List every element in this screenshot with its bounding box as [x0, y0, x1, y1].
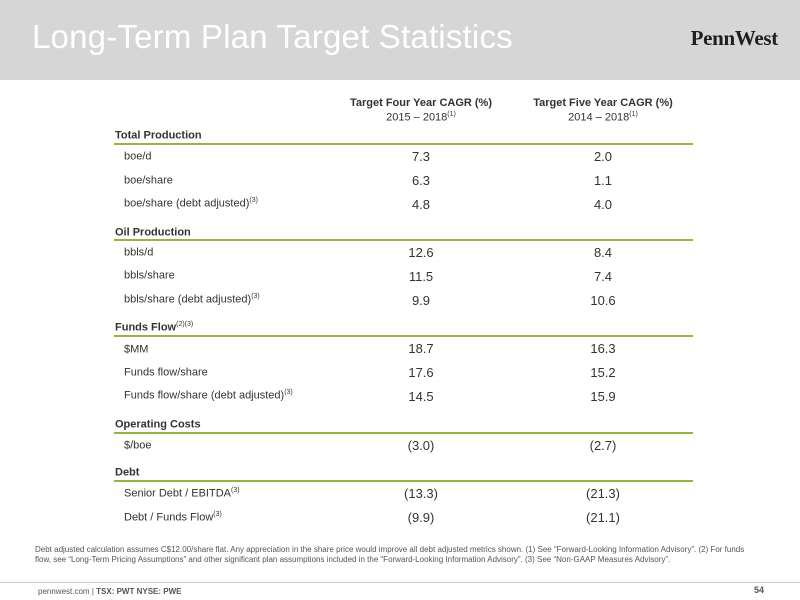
section-title-oil-production: Oil Production — [115, 226, 191, 239]
slide-header: Long-Term Plan Target Statistics PennWes… — [0, 0, 800, 80]
footnote-ref: (2)(3) — [176, 321, 194, 328]
row-label-text: Senior Debt / EBITDA — [124, 487, 231, 500]
row-label-text: boe/share (debt adjusted) — [124, 197, 250, 210]
section-title-total-production: Total Production — [115, 129, 202, 142]
four-year-value: 9.9 — [411, 293, 431, 308]
row-label-text: boe/d — [124, 150, 152, 163]
five-year-value: 10.6 — [590, 293, 616, 308]
four-year-value: 6.3 — [411, 173, 431, 188]
footer-info: pennwest.com | TSX: PWT NYSE: PWE — [38, 587, 181, 596]
page-number: 54 — [753, 585, 764, 595]
column-heading: Target Five Year CAGR (%) — [533, 97, 673, 109]
section-title-operating-costs: Operating Costs — [115, 418, 201, 431]
column-period: 2014 – 2018(1) — [508, 111, 698, 124]
section-title-text: Operating Costs — [115, 418, 201, 431]
footnote-ref: (1) — [629, 111, 638, 118]
footnote-ref: (3) — [213, 511, 222, 518]
footnote-text: Debt adjusted calculation assumes C$12.0… — [35, 545, 745, 564]
four-year-value: 14.5 — [408, 389, 434, 404]
row-label: $MM — [124, 343, 148, 356]
five-year-value: 8.4 — [593, 245, 613, 260]
row-label: boe/d — [124, 150, 152, 163]
five-year-value: 1.1 — [593, 173, 613, 188]
section-title-debt: Debt — [115, 466, 139, 479]
row-label-text: bbls/share (debt adjusted) — [124, 293, 252, 306]
column-header-four-year: Target Four Year CAGR (%) 2015 – 2018(1) — [326, 97, 516, 124]
row-label: bbls/share (debt adjusted)(3) — [124, 293, 260, 306]
row-label-text: Funds flow/share (debt adjusted) — [124, 389, 285, 402]
row-label: bbls/share — [124, 269, 175, 282]
five-year-value: 2.0 — [593, 149, 613, 164]
section-title-text: Oil Production — [115, 226, 191, 239]
row-label: Debt / Funds Flow(3) — [124, 511, 222, 524]
footer-separator: | — [91, 587, 97, 596]
section-divider — [114, 432, 693, 434]
footer-divider — [0, 582, 800, 583]
section-divider — [114, 239, 693, 241]
section-divider — [114, 480, 693, 482]
column-heading: Target Four Year CAGR (%) — [349, 97, 492, 109]
four-year-value: 11.5 — [408, 269, 434, 284]
section-divider — [114, 335, 693, 337]
four-year-value: (3.0) — [407, 438, 435, 453]
row-label-text: Funds flow/share — [124, 366, 208, 379]
five-year-value: 16.3 — [590, 341, 616, 356]
four-year-value: 12.6 — [408, 245, 434, 260]
four-year-value: 18.7 — [408, 341, 434, 356]
row-label: Funds flow/share (debt adjusted)(3) — [124, 389, 293, 402]
four-year-value: 17.6 — [408, 365, 434, 380]
four-year-value: 7.3 — [411, 149, 431, 164]
five-year-value: (21.3) — [586, 486, 620, 501]
five-year-value: 4.0 — [593, 197, 613, 212]
footnote-ref: (3) — [251, 293, 260, 300]
row-label: boe/share (debt adjusted)(3) — [124, 197, 258, 210]
five-year-value: 7.4 — [593, 269, 613, 284]
section-title-funds-flow: Funds Flow(2)(3) — [115, 321, 193, 334]
section-divider — [114, 143, 693, 145]
four-year-value: (9.9) — [407, 510, 435, 525]
footnote-ref: (3) — [249, 197, 258, 204]
footnote-ref: (3) — [284, 389, 293, 396]
row-label-text: Debt / Funds Flow — [124, 511, 214, 524]
row-label-text: bbls/share — [124, 269, 175, 282]
footnote-ref: (3) — [231, 487, 240, 494]
section-title-text: Funds Flow — [115, 321, 177, 334]
row-label-text: bbls/d — [124, 246, 154, 259]
row-label: Senior Debt / EBITDA(3) — [124, 487, 240, 500]
five-year-value: 15.2 — [590, 365, 616, 380]
row-label: bbls/d — [124, 246, 153, 259]
period-text: 2014 – 2018 — [568, 111, 630, 124]
row-label-text: boe/share — [124, 174, 173, 187]
stock-ticker: TSX: PWT NYSE: PWE — [96, 587, 182, 596]
page-title: Long-Term Plan Target Statistics — [32, 18, 513, 55]
five-year-value: (2.7) — [589, 438, 617, 453]
row-label: Funds flow/share — [124, 366, 208, 379]
footnote-ref: (1) — [447, 111, 456, 118]
section-title-text: Debt — [115, 466, 140, 479]
four-year-value: (13.3) — [404, 486, 438, 501]
section-title-text: Total Production — [115, 129, 202, 142]
row-label: $/boe — [124, 439, 152, 452]
website-link[interactable]: pennwest.com — [38, 587, 90, 596]
four-year-value: 4.8 — [411, 197, 431, 212]
row-label-text: $MM — [124, 343, 149, 356]
five-year-value: (21.1) — [586, 510, 620, 525]
row-label-text: $/boe — [124, 439, 152, 452]
period-text: 2015 – 2018 — [386, 111, 448, 124]
pennwest-logo: PennWest — [690, 26, 779, 50]
column-period: 2015 – 2018(1) — [326, 111, 516, 124]
five-year-value: 15.9 — [590, 389, 616, 404]
row-label: boe/share — [124, 174, 173, 187]
column-header-five-year: Target Five Year CAGR (%) 2014 – 2018(1) — [508, 97, 698, 124]
